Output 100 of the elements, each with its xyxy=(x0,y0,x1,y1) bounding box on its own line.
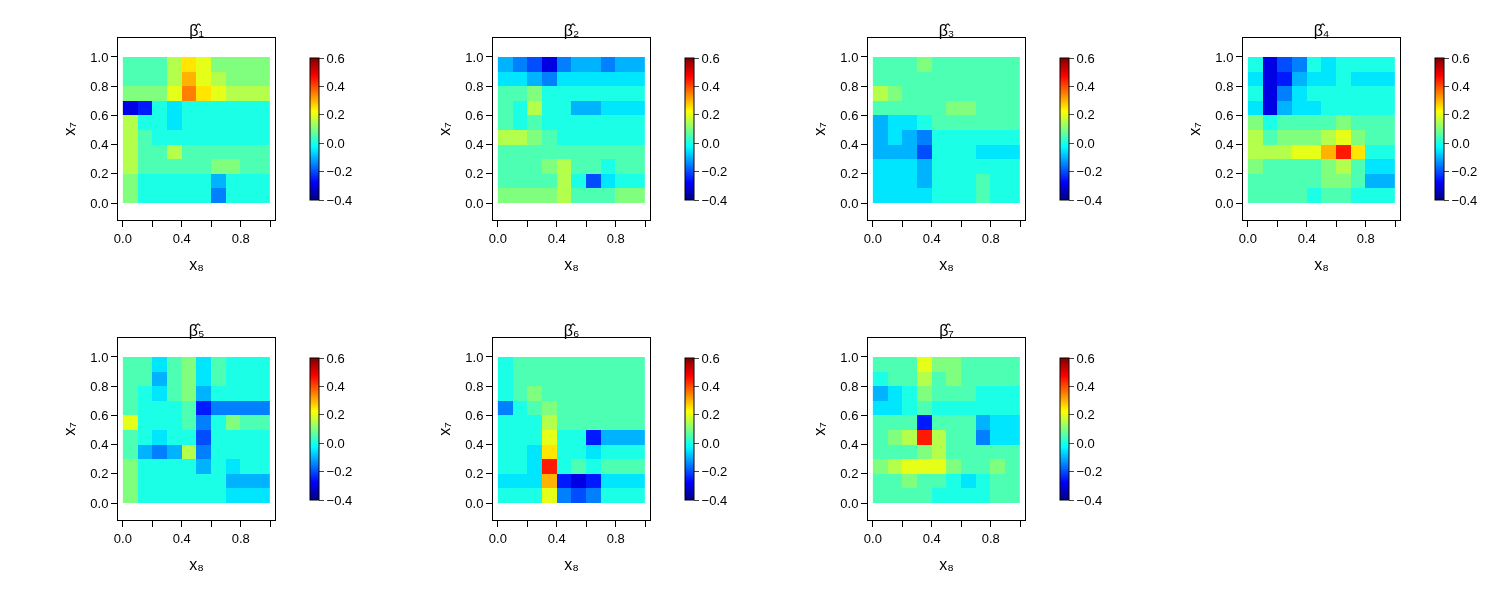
y-tick-label: 1.0 xyxy=(840,349,859,365)
x-tick-label: 0.8 xyxy=(606,230,625,246)
x-tick-label: 0.4 xyxy=(172,230,191,246)
y-tick-label: 0.0 xyxy=(465,195,484,211)
color-bar-label: 0.0 xyxy=(1076,435,1095,451)
y-tick-label: 1.0 xyxy=(90,349,109,365)
y-tick-label: 0.4 xyxy=(840,437,859,453)
x-tick-label: 0.4 xyxy=(547,530,566,546)
color-bar-label: 0.4 xyxy=(1451,78,1470,94)
color-bar-label: −0.2 xyxy=(326,164,353,180)
x-axis-title: x₈ xyxy=(939,256,954,274)
color-bar-label: 0.0 xyxy=(701,435,720,451)
y-tick-label: 1.0 xyxy=(90,49,109,65)
color-bar-label: −0.2 xyxy=(701,164,728,180)
y-tick-label: 0.4 xyxy=(840,137,859,153)
x-tick-label: 0.0 xyxy=(113,530,132,546)
color-bar-label: 0.6 xyxy=(326,350,345,366)
color-bar-label: 0.6 xyxy=(701,350,720,366)
chart-title: β̂₅ xyxy=(188,322,205,339)
y-tick-label: 1.0 xyxy=(465,49,484,65)
y-tick-label: 0.6 xyxy=(465,107,484,123)
color-bar-label: −0.4 xyxy=(326,492,353,508)
y-tick-label: 0.8 xyxy=(465,378,484,394)
chart-title: β̂₆ xyxy=(563,322,580,339)
color-bar-label: 0.2 xyxy=(326,407,345,423)
x-tick-label: 0.0 xyxy=(863,530,882,546)
color-bar-label: 0.6 xyxy=(326,50,345,66)
y-tick-label: 1.0 xyxy=(840,49,859,65)
x-axis-title: x₈ xyxy=(564,256,579,274)
color-bar-label: −0.2 xyxy=(1076,164,1103,180)
y-tick-label: 0.0 xyxy=(840,195,859,211)
chart-title: β̂₄ xyxy=(1313,22,1330,39)
y-tick-label: 0.8 xyxy=(840,378,859,394)
color-bar-label: 0.0 xyxy=(1076,135,1095,151)
x-tick-label: 0.8 xyxy=(231,230,250,246)
y-tick-label: 0.0 xyxy=(1215,195,1234,211)
chart-title: β̂₁ xyxy=(189,22,204,39)
y-axis-title: x₇ xyxy=(811,422,829,436)
x-tick-label: 0.0 xyxy=(1238,230,1257,246)
chart-title: β̂₂ xyxy=(563,22,580,39)
color-bar-label: −0.4 xyxy=(701,492,728,508)
y-tick-label: 0.0 xyxy=(465,495,484,511)
y-tick-label: 0.6 xyxy=(90,107,109,123)
x-axis-title: x₈ xyxy=(564,556,579,574)
color-bar-label: 0.4 xyxy=(1076,78,1095,94)
x-tick-label: 0.4 xyxy=(547,230,566,246)
color-bar-label: 0.6 xyxy=(701,50,720,66)
y-tick-label: 0.8 xyxy=(90,378,109,394)
color-bar-label: −0.2 xyxy=(1076,464,1103,480)
color-bar-label: −0.4 xyxy=(1451,192,1478,208)
y-tick-label: 0.2 xyxy=(840,166,859,182)
y-tick-label: 0.6 xyxy=(840,107,859,123)
y-tick-label: 1.0 xyxy=(465,349,484,365)
color-bar-label: 0.4 xyxy=(326,378,345,394)
color-bar-label: 0.0 xyxy=(326,435,345,451)
x-axis-title: x₈ xyxy=(189,556,204,574)
color-bar-label: 0.2 xyxy=(1451,107,1470,123)
y-tick-label: 0.4 xyxy=(90,437,109,453)
y-tick-label: 0.8 xyxy=(840,78,859,94)
color-bar-label: 0.2 xyxy=(1076,107,1095,123)
x-tick-label: 0.8 xyxy=(231,530,250,546)
y-tick-label: 0.4 xyxy=(1215,137,1234,153)
color-bar-label: −0.2 xyxy=(1451,164,1478,180)
y-tick-label: 0.6 xyxy=(90,407,109,423)
x-tick-label: 0.0 xyxy=(863,230,882,246)
x-tick-label: 0.8 xyxy=(606,530,625,546)
chart-title: β̂₃ xyxy=(938,22,955,39)
color-bar-label: 0.0 xyxy=(326,135,345,151)
x-axis-title: x₈ xyxy=(189,256,204,274)
x-tick-label: 0.4 xyxy=(922,530,941,546)
y-tick-label: 0.8 xyxy=(90,78,109,94)
color-bar-label: 0.2 xyxy=(701,407,720,423)
y-tick-label: 0.6 xyxy=(465,407,484,423)
x-axis-title: x₈ xyxy=(1314,256,1329,274)
y-tick-label: 0.2 xyxy=(1215,166,1234,182)
y-tick-label: 0.2 xyxy=(90,166,109,182)
color-bar-label: 0.4 xyxy=(1076,378,1095,394)
color-bar-label: −0.2 xyxy=(701,464,728,480)
y-axis-title: x₇ xyxy=(811,122,829,136)
color-bar-label: 0.2 xyxy=(326,107,345,123)
x-tick-label: 0.0 xyxy=(488,530,507,546)
y-tick-label: 0.2 xyxy=(840,466,859,482)
y-tick-label: 0.6 xyxy=(1215,107,1234,123)
color-bar-label: 0.6 xyxy=(1076,50,1095,66)
y-tick-label: 0.4 xyxy=(465,437,484,453)
y-tick-label: 0.8 xyxy=(1215,78,1234,94)
color-bar-label: −0.4 xyxy=(1076,192,1103,208)
x-axis-title: x₈ xyxy=(939,556,954,574)
y-tick-label: 0.8 xyxy=(465,78,484,94)
color-bar-label: 0.4 xyxy=(326,78,345,94)
y-tick-label: 0.6 xyxy=(840,407,859,423)
color-bar-label: −0.4 xyxy=(1076,492,1103,508)
x-tick-label: 0.0 xyxy=(488,230,507,246)
x-tick-label: 0.8 xyxy=(981,230,1000,246)
x-tick-label: 0.4 xyxy=(1297,230,1316,246)
color-bar-label: −0.4 xyxy=(326,192,353,208)
color-bar-label: 0.2 xyxy=(1076,407,1095,423)
color-bar-label: −0.4 xyxy=(701,192,728,208)
x-tick-label: 0.4 xyxy=(172,530,191,546)
y-axis-title: x₇ xyxy=(436,122,454,136)
